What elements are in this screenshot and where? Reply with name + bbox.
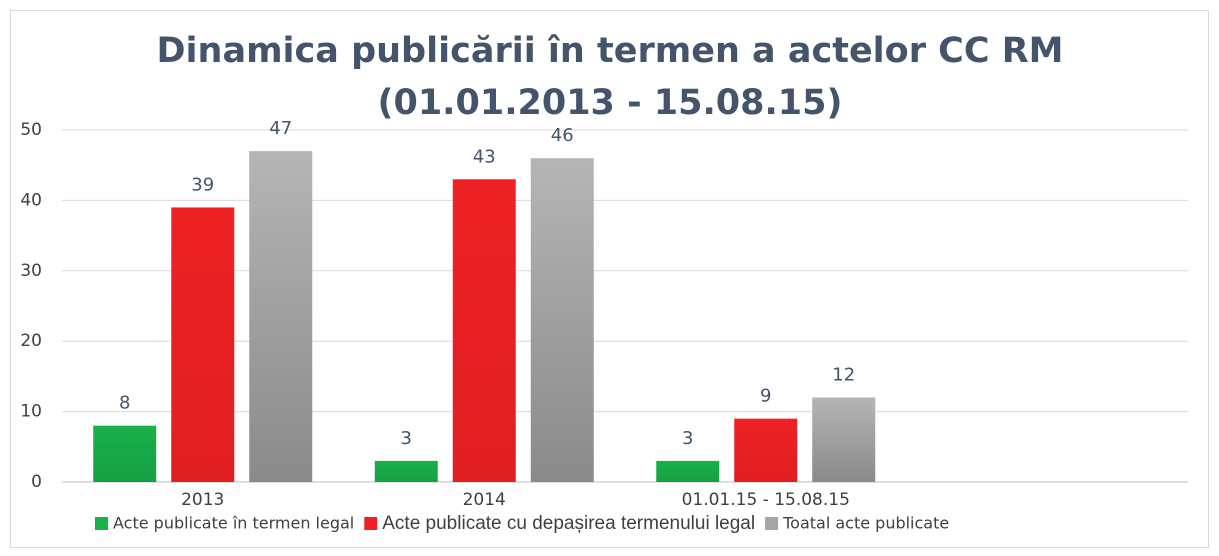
data-label: 9 <box>760 386 771 407</box>
legend-swatch <box>95 517 108 530</box>
chart-title: Dinamica publicării în termen a actelor … <box>156 31 1063 71</box>
bar <box>452 179 516 482</box>
bar <box>656 460 720 482</box>
bar <box>530 158 594 482</box>
data-label: 3 <box>682 428 693 449</box>
x-tick-label: 01.01.15 - 15.08.15 <box>682 490 850 510</box>
legend-label: Toatal acte publicate <box>782 514 949 533</box>
bar <box>734 418 798 482</box>
data-label: 43 <box>473 146 496 167</box>
data-label: 47 <box>269 118 292 139</box>
legend-swatch <box>765 517 779 530</box>
y-tick-label: 20 <box>20 331 42 351</box>
x-tick-label: 2013 <box>181 490 224 510</box>
x-tick-label: 2014 <box>463 490 506 510</box>
chart-title: (01.01.2013 - 15.08.15) <box>377 83 842 123</box>
y-tick-label: 40 <box>20 190 42 210</box>
bar <box>171 207 235 482</box>
data-label: 46 <box>551 125 574 146</box>
y-tick-label: 50 <box>20 120 42 140</box>
data-label: 8 <box>119 393 130 414</box>
bar <box>93 425 157 482</box>
y-tick-label: 10 <box>20 402 42 422</box>
bar <box>812 397 876 482</box>
legend-label: Acte publicate cu depașirea termenului l… <box>382 513 755 534</box>
y-tick-label: 0 <box>31 472 42 492</box>
legend-swatch <box>364 517 378 530</box>
legend-label: Acte publicate în termen legal <box>113 514 354 533</box>
bar <box>249 151 313 482</box>
bar <box>374 460 438 482</box>
y-tick-label: 30 <box>20 261 42 281</box>
data-label: 12 <box>832 365 855 386</box>
data-label: 39 <box>191 174 214 195</box>
data-label: 3 <box>401 428 412 449</box>
